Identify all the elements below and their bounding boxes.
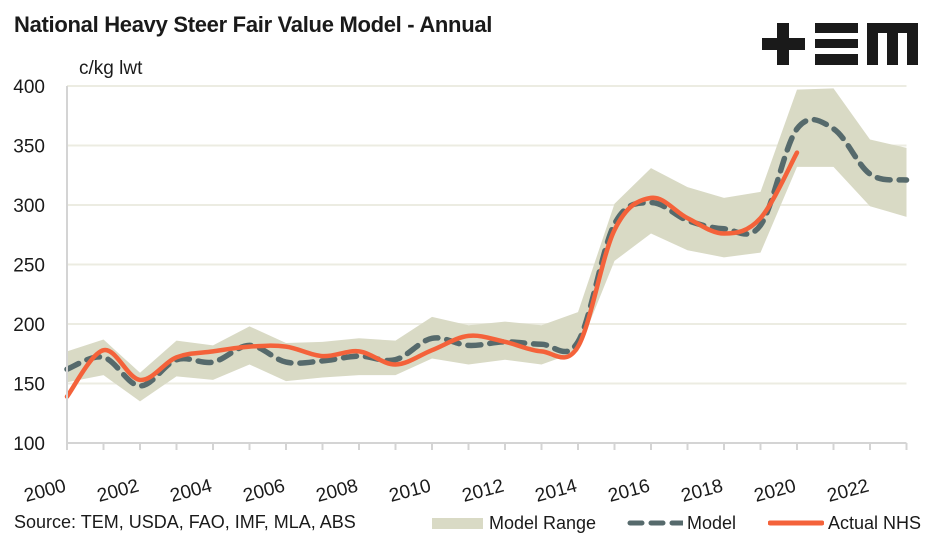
- x-tick-label-2008: 2008: [314, 476, 360, 507]
- axes: [66, 86, 908, 450]
- y-tick-label-350: 350: [13, 137, 45, 158]
- x-tick-label-2014: 2014: [533, 475, 580, 506]
- x-tick-label-2000: 2000: [22, 476, 68, 507]
- legend: Model Range Model Actual NHS: [0, 510, 947, 536]
- legend-swatch-model-range: [432, 517, 483, 529]
- y-tick-labels: 100 150 200 250 300 350 400: [13, 77, 45, 455]
- x-tick-label-2016: 2016: [606, 476, 652, 507]
- y-tick-label-300: 300: [13, 196, 45, 217]
- legend-item-actual: Actual NHS: [768, 510, 921, 536]
- legend-item-model-range: Model Range: [432, 510, 596, 536]
- x-tick-label-2006: 2006: [241, 476, 287, 507]
- actual-nhs-line: [64, 150, 800, 399]
- x-tick-label-2020: 2020: [752, 476, 798, 507]
- e-glyph-icon: [815, 23, 858, 65]
- legend-label-model-range: Model Range: [489, 512, 597, 533]
- y-tick-label-250: 250: [13, 256, 45, 277]
- x-tick-label-2004: 2004: [168, 475, 215, 506]
- x-tick-labels: 2000 2002 2004 2006 2008 2010 2012 2014 2016 2018…: [22, 475, 871, 506]
- chart-title: National Heavy Steer Fair Value Model - …: [14, 12, 493, 37]
- y-axis-unit-label: c/kg lwt: [79, 58, 143, 79]
- m-glyph-icon: [867, 23, 918, 65]
- x-tick-label-2012: 2012: [460, 476, 506, 507]
- y-tick-label-150: 150: [13, 375, 45, 396]
- x-tick-label-2018: 2018: [679, 476, 725, 507]
- y-tick-label-200: 200: [13, 315, 45, 336]
- tem-logo: [762, 23, 918, 65]
- source-note: Source: TEM, USDA, FAO, IMF, MLA, ABS: [14, 512, 356, 532]
- x-tick-label-2022: 2022: [825, 476, 871, 507]
- y-tick-label-100: 100: [13, 434, 45, 455]
- legend-swatch-actual: [768, 520, 824, 526]
- y-tick-label-400: 400: [13, 77, 45, 98]
- plus-icon: [762, 23, 805, 65]
- legend-swatch-model: [627, 520, 683, 526]
- legend-label-actual: Actual NHS: [828, 512, 922, 533]
- legend-label-model: Model: [687, 512, 737, 533]
- x-tick-label-2010: 2010: [387, 476, 433, 507]
- legend-item-model: Model: [627, 510, 736, 536]
- x-tick-label-2002: 2002: [95, 476, 141, 507]
